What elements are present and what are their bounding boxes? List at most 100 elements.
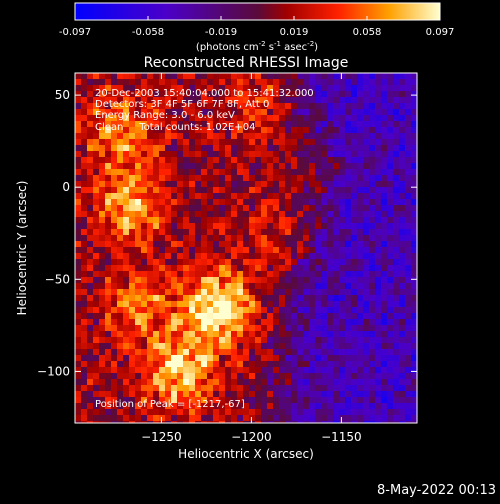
heatmap-cell bbox=[327, 199, 334, 206]
heatmap-cell bbox=[195, 265, 202, 272]
heatmap-cell bbox=[93, 181, 100, 188]
heatmap-cell bbox=[309, 79, 316, 86]
heatmap-cell bbox=[285, 355, 292, 362]
heatmap-cell bbox=[165, 91, 172, 98]
heatmap-cell bbox=[195, 361, 202, 368]
heatmap-cell bbox=[357, 367, 364, 374]
heatmap-cell bbox=[117, 283, 124, 290]
heatmap-cell bbox=[249, 289, 256, 296]
heatmap-cell bbox=[141, 403, 148, 410]
heatmap-cell bbox=[129, 325, 136, 332]
heatmap-cell bbox=[177, 175, 184, 182]
heatmap-cell bbox=[357, 391, 364, 398]
heatmap-cell bbox=[81, 265, 88, 272]
heatmap-cell bbox=[225, 313, 232, 320]
heatmap-cell bbox=[141, 157, 148, 164]
heatmap-cell bbox=[303, 115, 310, 122]
heatmap-cell bbox=[231, 217, 238, 224]
heatmap-cell bbox=[345, 349, 352, 356]
heatmap-cell bbox=[183, 325, 190, 332]
heatmap-cell bbox=[117, 79, 124, 86]
heatmap-cell bbox=[87, 79, 94, 86]
heatmap-cell bbox=[387, 73, 394, 80]
heatmap-cell bbox=[165, 109, 172, 116]
heatmap-cell bbox=[147, 157, 154, 164]
heatmap-cell bbox=[141, 121, 148, 128]
heatmap-cell bbox=[135, 199, 142, 206]
heatmap-cell bbox=[231, 271, 238, 278]
heatmap-cell bbox=[405, 241, 412, 248]
heatmap-cell bbox=[339, 85, 346, 92]
heatmap-cell bbox=[117, 355, 124, 362]
heatmap-cell bbox=[135, 295, 142, 302]
heatmap-cell bbox=[153, 409, 160, 416]
heatmap-cell bbox=[375, 325, 382, 332]
heatmap-cell bbox=[183, 415, 190, 422]
heatmap-cell bbox=[201, 421, 208, 423]
heatmap-cell bbox=[363, 217, 370, 224]
heatmap-cell bbox=[303, 295, 310, 302]
heatmap-cell bbox=[141, 343, 148, 350]
heatmap-cell bbox=[213, 361, 220, 368]
heatmap-cell bbox=[261, 85, 268, 92]
heatmap-cell bbox=[201, 289, 208, 296]
heatmap-cell bbox=[153, 391, 160, 398]
heatmap-cell bbox=[207, 373, 214, 380]
heatmap-cell bbox=[159, 139, 166, 146]
heatmap-cell bbox=[279, 163, 286, 170]
heatmap-cell bbox=[231, 85, 238, 92]
heatmap-cell bbox=[267, 289, 274, 296]
heatmap-cell bbox=[123, 367, 130, 374]
heatmap-cell bbox=[135, 91, 142, 98]
heatmap-cell bbox=[141, 391, 148, 398]
annotations: 20-Dec-2003 15:40:04.000 to 15:41:32.000… bbox=[95, 88, 314, 410]
heatmap-cell bbox=[213, 85, 220, 92]
heatmap-cell bbox=[99, 127, 106, 134]
heatmap-cell bbox=[363, 163, 370, 170]
heatmap-cell bbox=[411, 97, 417, 104]
heatmap-cell bbox=[141, 145, 148, 152]
heatmap-cell bbox=[81, 229, 88, 236]
heatmap-cell bbox=[249, 307, 256, 314]
heatmap-cell bbox=[129, 409, 136, 416]
heatmap-cell bbox=[369, 181, 376, 188]
heatmap-cell bbox=[333, 385, 340, 392]
heatmap-cell bbox=[135, 151, 142, 158]
heatmap-cell bbox=[315, 379, 322, 386]
heatmap-cell bbox=[327, 409, 334, 416]
heatmap-cell bbox=[171, 85, 178, 92]
heatmap-cell bbox=[105, 157, 112, 164]
heatmap-cell bbox=[357, 397, 364, 404]
heatmap-cell bbox=[321, 247, 328, 254]
heatmap-cell bbox=[351, 157, 358, 164]
heatmap-cell bbox=[105, 421, 112, 423]
heatmap-cell bbox=[207, 157, 214, 164]
heatmap-cell bbox=[279, 109, 286, 116]
heatmap-cell bbox=[297, 229, 304, 236]
heatmap-cell bbox=[309, 247, 316, 254]
heatmap-cell bbox=[225, 109, 232, 116]
heatmap-cell bbox=[381, 403, 388, 410]
heatmap-cell bbox=[183, 229, 190, 236]
heatmap-cell bbox=[159, 349, 166, 356]
heatmap-cell bbox=[243, 121, 250, 128]
heatmap-cell bbox=[105, 169, 112, 176]
heatmap-cell bbox=[165, 385, 172, 392]
heatmap-cell bbox=[279, 307, 286, 314]
heatmap-cell bbox=[135, 145, 142, 152]
heatmap-cell bbox=[243, 115, 250, 122]
heatmap-cell bbox=[387, 253, 394, 260]
heatmap-cell bbox=[369, 241, 376, 248]
heatmap-cell bbox=[393, 115, 400, 122]
heatmap-cell bbox=[327, 205, 334, 212]
heatmap-cell bbox=[273, 103, 280, 110]
heatmap-cell bbox=[129, 313, 136, 320]
heatmap-cell bbox=[237, 415, 244, 422]
heatmap-cell bbox=[135, 115, 142, 122]
heatmap-cell bbox=[255, 91, 262, 98]
heatmap-cell bbox=[351, 217, 358, 224]
heatmap-cell bbox=[345, 145, 352, 152]
heatmap-cell bbox=[273, 289, 280, 296]
heatmap-cell bbox=[81, 259, 88, 266]
heatmap-cell bbox=[105, 367, 112, 374]
